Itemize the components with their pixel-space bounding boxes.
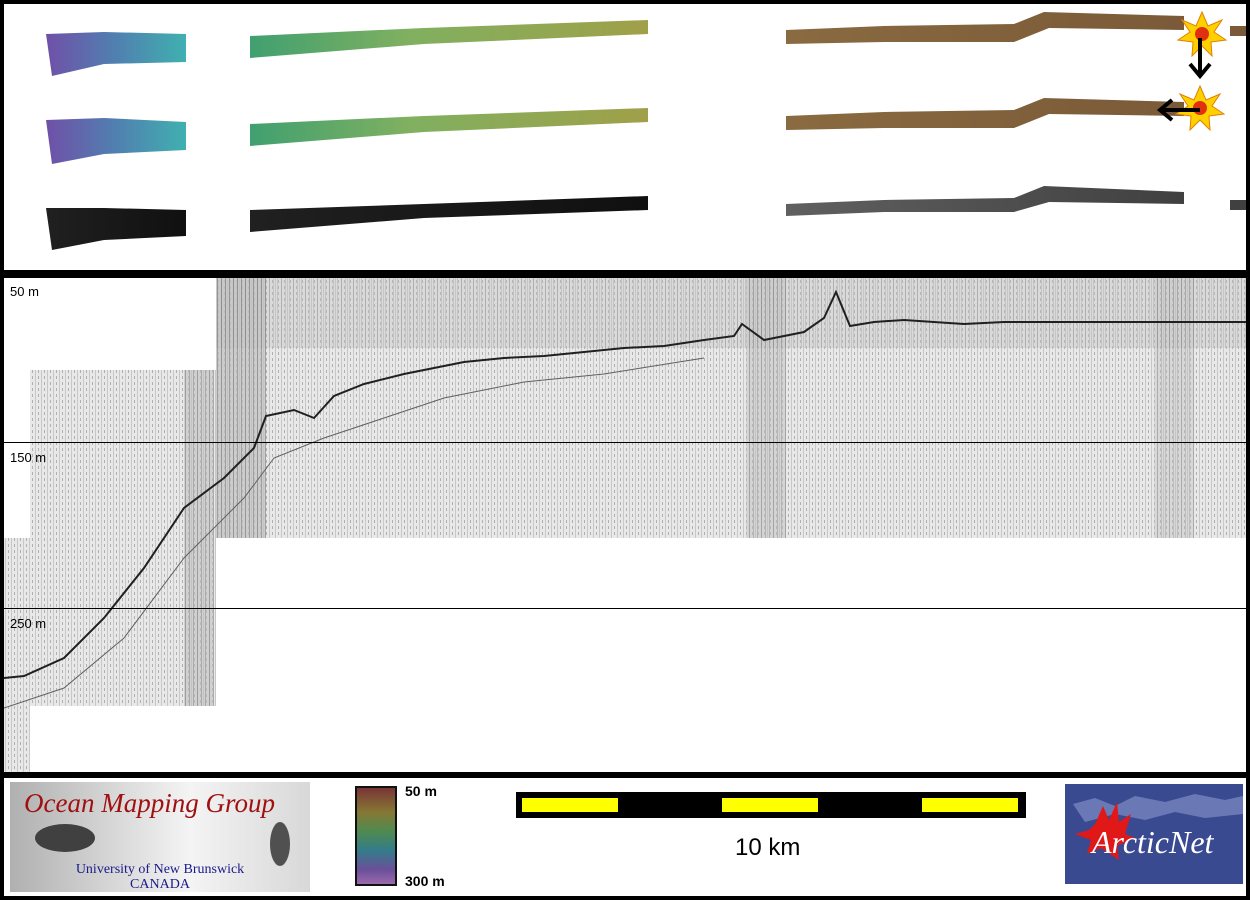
swath-strip-3b	[250, 196, 648, 232]
depth-label-150: 150 m	[10, 450, 47, 465]
profile-image	[4, 278, 1246, 772]
colorbar-bottom-label: 300 m	[405, 873, 445, 889]
omg-logo: Ocean Mapping Group University of New Br…	[10, 782, 310, 892]
swath-strip-3d	[1230, 200, 1246, 210]
sub-bottom-reflector	[4, 357, 705, 709]
swath-strip-3a	[46, 208, 186, 250]
swath-strip-1d	[1230, 26, 1246, 36]
swath-strip-1c	[786, 12, 1184, 44]
swath-strip-2a	[46, 118, 186, 164]
scale-segment	[922, 798, 1018, 812]
swath-strip-3c	[786, 186, 1184, 216]
noise-band	[184, 370, 214, 706]
arrow-left-icon	[1156, 98, 1200, 122]
swath-strip-2c	[786, 98, 1184, 130]
swath-strip-2b	[250, 108, 648, 146]
arrow-down-icon	[1188, 38, 1212, 80]
maple-leaf-icon	[1073, 794, 1243, 860]
omg-title: Ocean Mapping Group	[24, 788, 275, 818]
arcticnet-logo	[1065, 784, 1243, 884]
swath-imagery-panel	[4, 4, 1246, 270]
profile-block	[4, 706, 30, 772]
scale-bar	[516, 792, 1026, 818]
arcticnet-text: ArcticNet	[1092, 824, 1214, 860]
swath-strip-1b	[250, 20, 648, 58]
scale-bar-label: 10 km	[735, 834, 801, 861]
seafloor-reflector	[4, 289, 1246, 679]
scale-segment	[522, 798, 618, 812]
omg-university: University of New Brunswick	[75, 862, 245, 877]
scale-segment	[722, 798, 818, 812]
omg-logo-graphic	[35, 822, 290, 866]
depth-label-50: 50 m	[10, 284, 39, 299]
depth-gridline	[4, 608, 1246, 609]
profile-block	[4, 538, 216, 706]
depth-label-250: 250 m	[10, 616, 47, 631]
swath-strip-1a	[46, 32, 186, 76]
legend-panel: Ocean Mapping Group University of New Br…	[4, 778, 1246, 896]
noise-band	[216, 278, 1246, 348]
swath-strips	[46, 10, 1246, 250]
depth-gridline	[4, 442, 1246, 443]
omg-country: CANADA	[130, 877, 190, 892]
depth-colorbar	[355, 786, 397, 886]
colorbar-top-label: 50 m	[405, 783, 437, 799]
seismic-profile-panel: 50 m 150 m 250 m	[4, 278, 1246, 772]
